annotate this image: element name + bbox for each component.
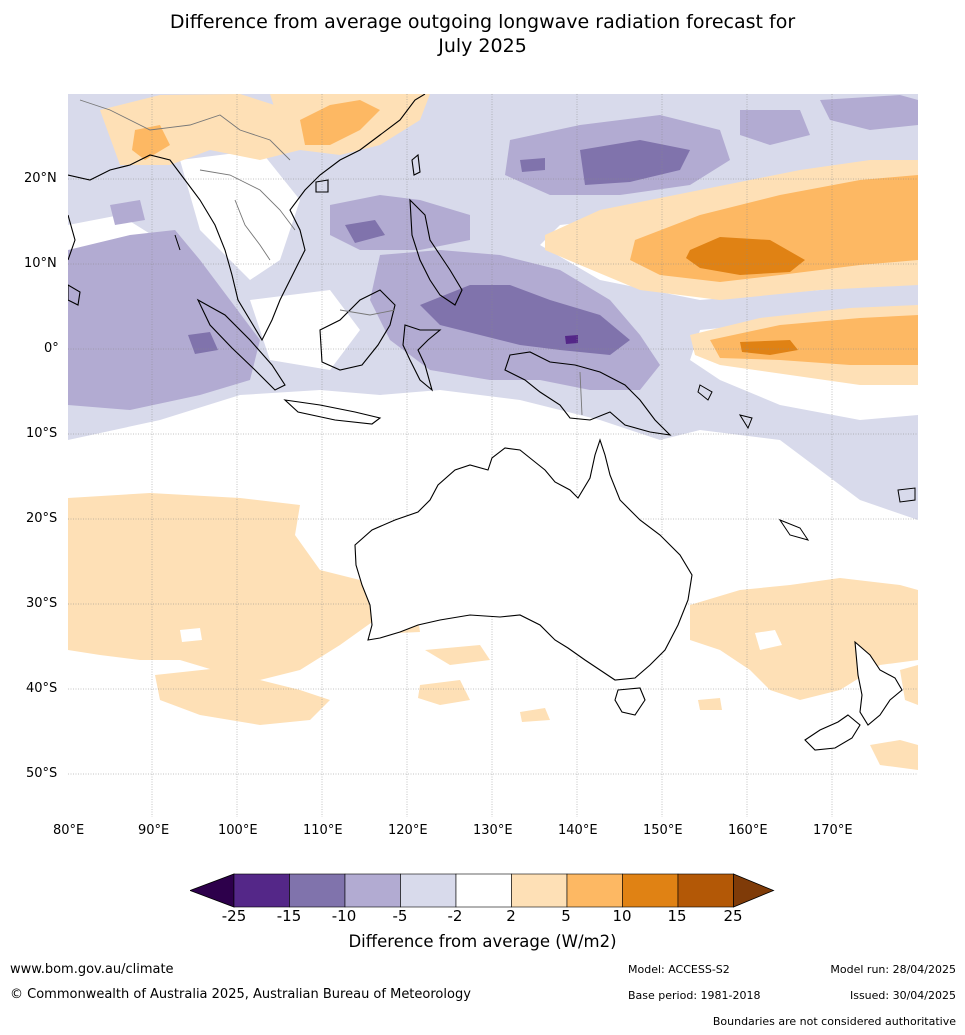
lon-label-130e: 130°E [473,823,513,838]
colorbar-segment-8 [677,873,734,908]
anomaly-medium-purple-5 [820,95,918,130]
java-coastline [283,399,382,425]
anomaly-dark-purple-3 [345,220,385,243]
lat-label-20s: 20°S [26,511,58,526]
pacific-islands [174,234,916,541]
anomaly-dark-purple-5 [520,158,545,172]
lon-label-80e: 80°E [53,823,85,838]
lat-label-50s: 50°S [26,766,58,781]
lon-label-110e: 110°E [303,823,343,838]
anomaly-light-orange-south-4 [520,708,550,722]
lon-label-170e: 170°E [813,823,853,838]
taiwan-coastline [411,153,421,176]
colorbar-tick-5: 5 [561,907,571,925]
sri-lanka-coastline [68,284,81,306]
anomaly-light-orange-small-2 [698,698,722,710]
anomaly-dark-orange-equator [740,340,798,355]
anomaly-medium-purple-1 [68,230,260,410]
new-guinea-coastline [504,351,672,436]
map-title: Difference from average outgoing longwav… [0,10,965,58]
colorbar-tick-m25: -25 [221,907,247,925]
colorbar [190,873,775,908]
sulawesi-coastline [402,324,442,392]
new-zealand-south [804,714,861,751]
new-zealand-north [854,640,903,726]
anomaly-medium-purple-6 [740,110,810,145]
hainan-coastline [315,179,329,193]
country-borders [79,99,583,416]
anomaly-dark-purple-4 [188,332,218,354]
title-line-2: July 2025 [438,35,527,57]
footer-copyright: © Commonwealth of Australia 2025, Austra… [10,987,471,1002]
colorbar-tick-15: 15 [667,907,687,925]
anomaly-light-orange-south-3 [425,645,490,665]
colorbar-segment-6 [566,873,623,908]
footer-url[interactable]: www.bom.gov.au/climate [10,962,174,977]
lat-label-30s: 30°S [26,596,58,611]
footer-disclaimer: Boundaries are not considered authoritat… [712,1015,956,1028]
colorbar-segment-1 [289,873,346,908]
map-svg [68,94,918,817]
colorbar-extend-high [733,873,775,908]
lon-label-140e: 140°E [558,823,598,838]
philippines-coastline [409,198,463,306]
colorbar-segment-7 [622,873,679,908]
asia-coastline [68,94,426,342]
footer-model-run: Model run: 28/04/2025 [830,963,956,976]
lon-label-150e: 150°E [643,823,683,838]
anomaly-neutral-gap-2 [180,150,300,280]
map-area: 20°N 10°N 0° 10°S 20°S 30°S 40°S 50°S 80… [24,94,918,838]
borneo-coastline [319,289,396,371]
colorbar-segments [190,873,775,908]
lon-label-90e: 90°E [138,823,170,838]
lon-label-160e: 160°E [728,823,768,838]
tasmania-coastline [614,687,646,716]
title-line-1: Difference from average outgoing longwav… [169,11,796,33]
colorbar-tick-m5: -5 [392,907,408,925]
india-coastline [68,214,76,261]
anomaly-orange-himalaya [132,125,170,160]
anomaly-dark-purple-2 [580,140,690,185]
lon-label-120e: 120°E [388,823,428,838]
colorbar-segment-0 [233,873,290,908]
anomaly-neutral-gap-3 [250,290,360,370]
lat-label-40s: 40°S [26,681,58,696]
lat-label-10n: 10°N [24,256,57,271]
anomaly-light-orange-indian-ocean [68,493,375,680]
colorbar-extend-low [190,873,235,908]
lon-label-100e: 100°E [218,823,258,838]
colorbar-segment-5 [511,873,568,908]
colorbar-segment-2 [344,873,401,908]
colorbar-segment-3 [400,873,457,908]
anomaly-field [68,94,918,817]
footer-model: Model: ACCESS-S2 [628,963,730,976]
anomaly-light-orange-south-1 [155,668,330,725]
footer-base-period: Base period: 1981-2018 [628,989,761,1002]
anomaly-neutral-hole-1 [755,630,782,650]
anomaly-neutral-hole-2 [180,628,202,642]
colorbar-tick-m2: -2 [447,907,463,925]
lat-label-20n: 20°N [24,171,57,186]
anomaly-light-orange-nz-east2 [900,665,918,705]
australia-coastline [354,438,693,681]
anomaly-dark-orange-pacific [686,237,805,275]
colorbar-tick-10: 10 [612,907,632,925]
anomaly-orange-china [300,100,380,145]
lat-label-0: 0° [44,341,59,356]
lat-label-10s: 10°S [26,426,58,441]
footer-issued: Issued: 30/04/2025 [849,989,956,1002]
anomaly-light-orange-nz-east [870,740,918,770]
colorbar-tick-2: 2 [506,907,516,925]
colorbar-tick-25: 25 [723,907,743,925]
sumatra-coastline [196,298,286,391]
anomaly-medium-purple-7 [110,200,145,225]
colorbar-tick-m10: -10 [331,907,357,925]
anomaly-light-orange-south-2 [418,680,470,705]
colorbar-tick-m15: -15 [276,907,302,925]
colorbar-segment-4 [455,873,512,908]
colorbar-label: Difference from average (W/m2) [348,932,617,951]
anomaly-darkest-purple-1 [565,335,578,344]
